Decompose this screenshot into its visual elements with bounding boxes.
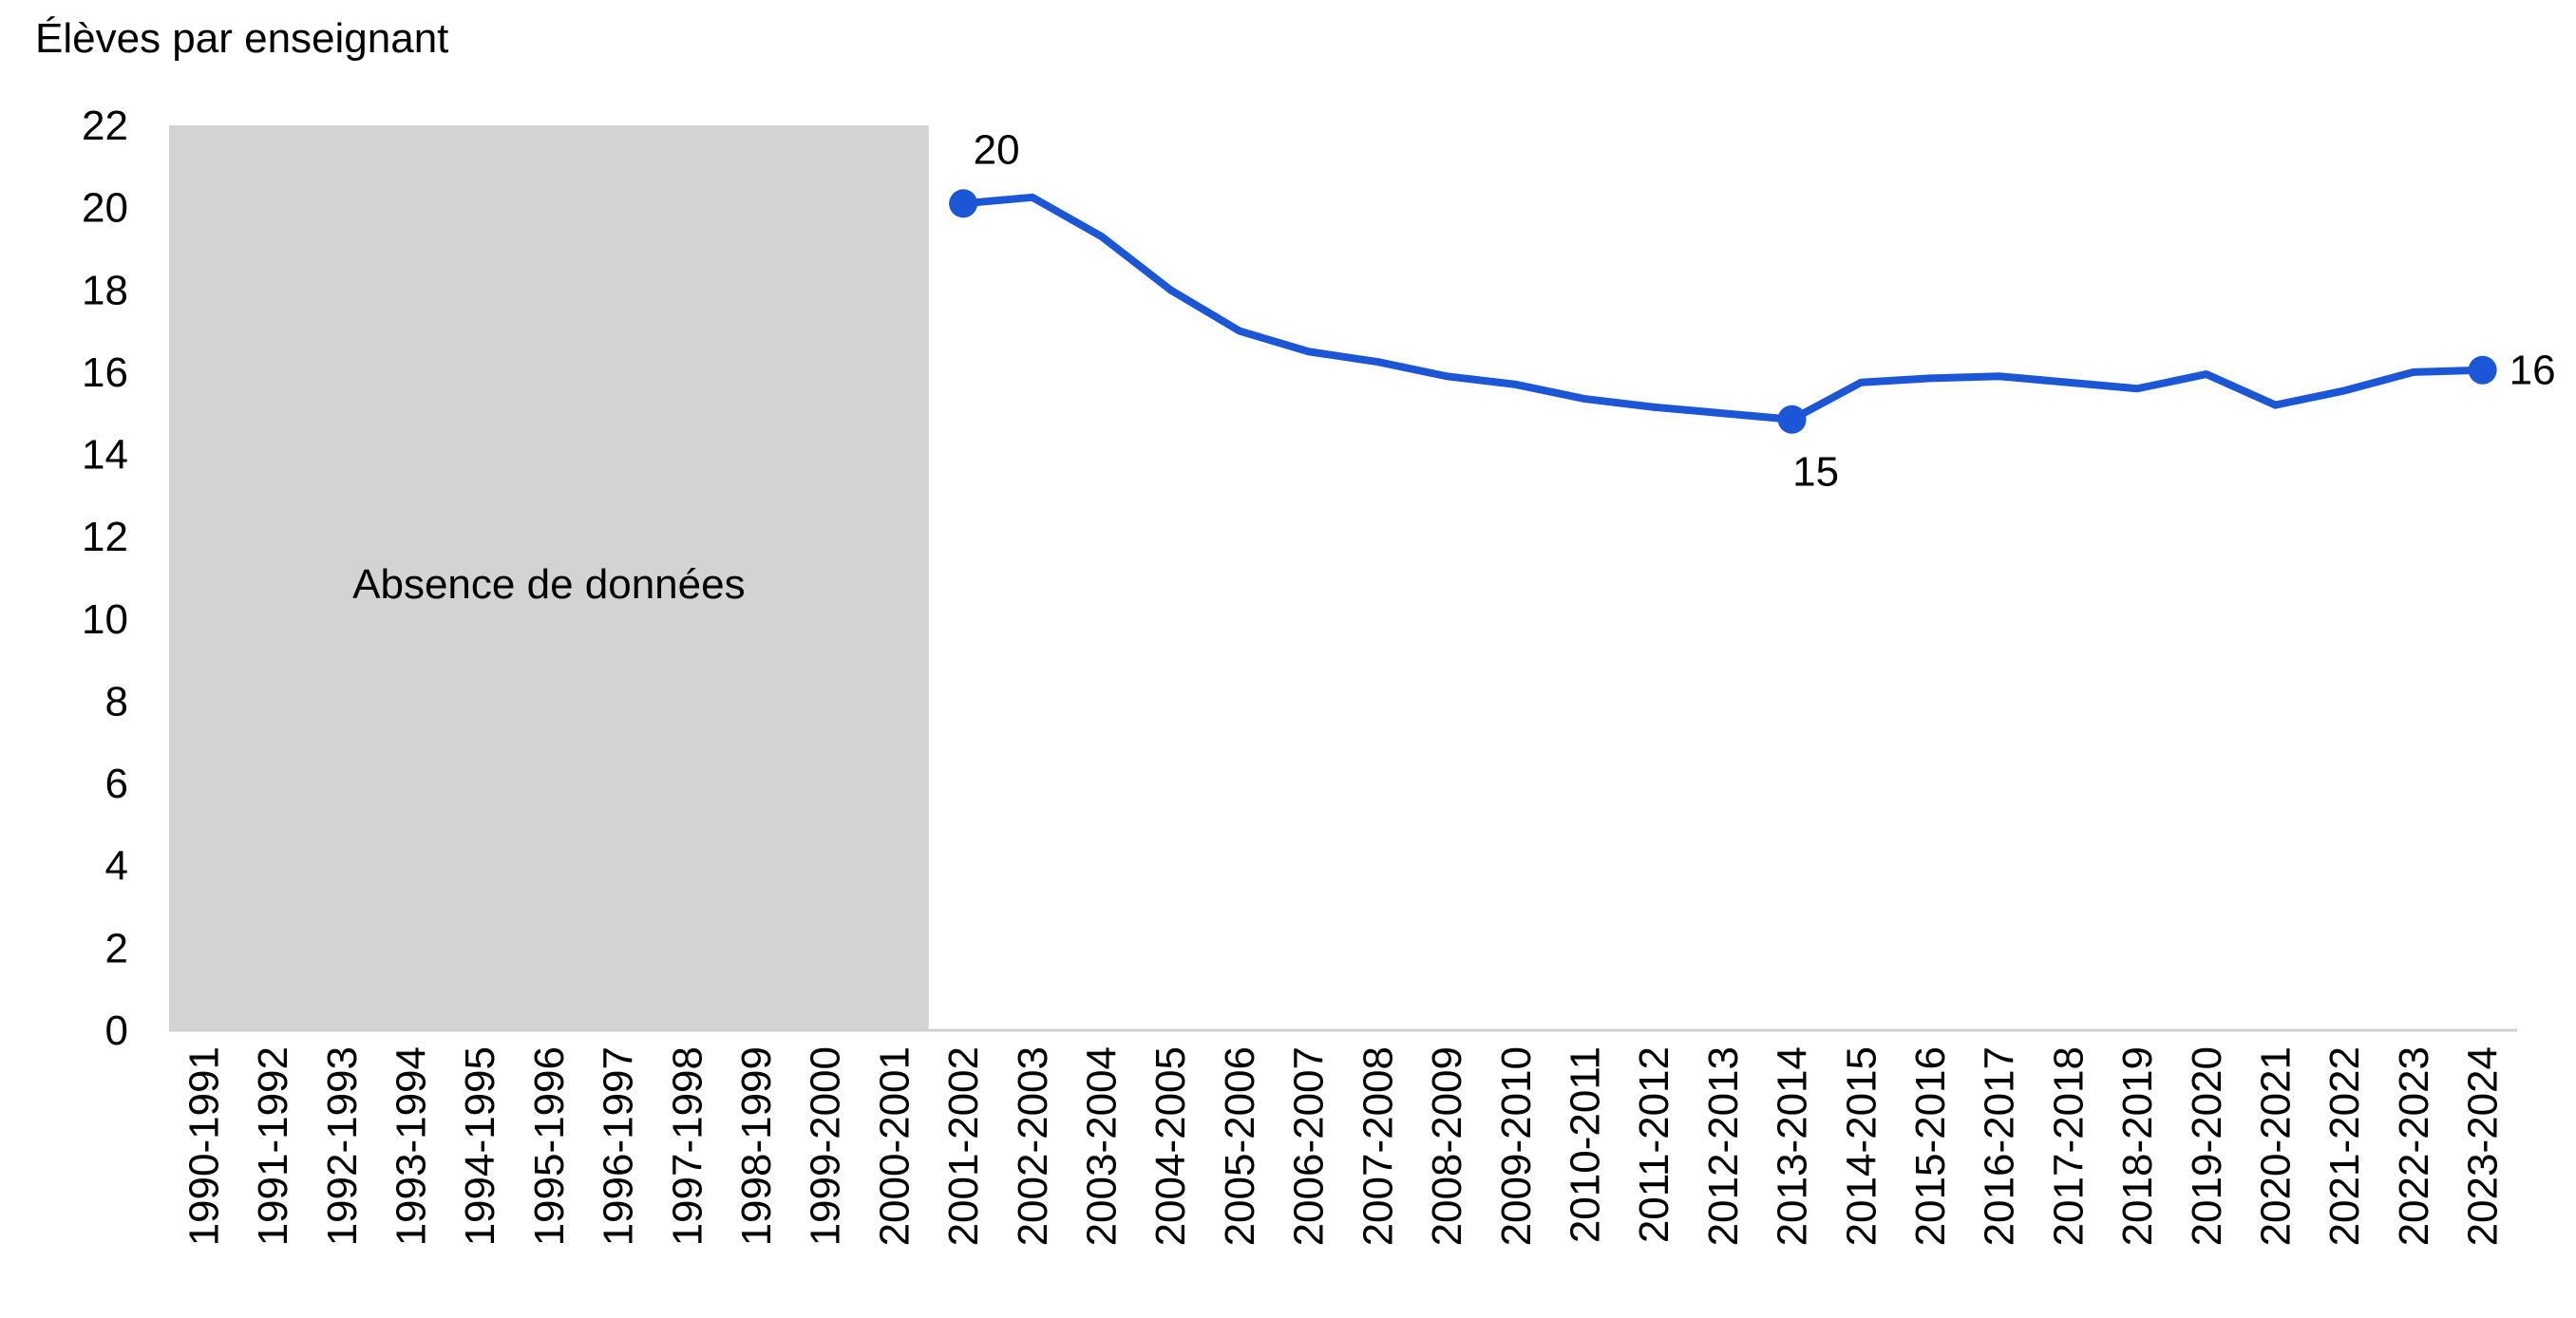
x-tick-label: 2012-2013: [1700, 1046, 1747, 1246]
data-point-marker: [949, 189, 978, 218]
y-tick-label: 0: [105, 1007, 128, 1054]
x-tick-label: 2015-2016: [1907, 1046, 1954, 1246]
x-tick-label: 1994-1995: [457, 1046, 503, 1246]
x-tick-label: 2004-2005: [1147, 1046, 1194, 1246]
x-tick-label: 2011-2012: [1631, 1046, 1677, 1243]
x-tick-label: 1997-1998: [664, 1046, 710, 1246]
x-tick-label: 2001-2002: [940, 1046, 987, 1246]
y-tick-label: 22: [82, 103, 128, 149]
y-tick-label: 18: [82, 267, 128, 313]
y-tick-label: 6: [105, 761, 128, 807]
x-tick-label: 2023-2024: [2460, 1046, 2507, 1246]
x-tick-label: 1995-1996: [526, 1046, 573, 1246]
x-tick-label: 2008-2009: [1424, 1046, 1470, 1246]
y-tick-label: 10: [82, 596, 128, 643]
x-tick-label: 1990-1991: [180, 1046, 227, 1246]
data-label: 20: [974, 126, 1020, 173]
y-tick-label: 14: [82, 432, 128, 479]
missing-data-label: Absence de données: [352, 561, 745, 608]
x-tick-label: 2019-2020: [2184, 1046, 2230, 1246]
x-tick-label: 2003-2004: [1079, 1046, 1126, 1246]
data-labels: 20 15 16: [949, 126, 2556, 496]
x-tick-label: 1998-1999: [733, 1046, 780, 1246]
x-tick-label: 2009-2010: [1493, 1046, 1540, 1246]
y-tick-label: 2: [105, 925, 128, 971]
y-tick-labels: 0 2 4 6 8 10 12 14 16 18 20 22: [82, 103, 128, 1054]
y-tick-label: 8: [105, 678, 128, 725]
x-tick-label: 1999-2000: [803, 1046, 849, 1246]
y-tick-label: 4: [105, 843, 128, 890]
x-tick-label: 1992-1993: [319, 1046, 366, 1246]
x-tick-label: 2021-2022: [2321, 1046, 2368, 1246]
x-tick-label: 2016-2017: [1977, 1046, 2023, 1246]
x-tick-label: 2018-2019: [2114, 1046, 2161, 1246]
x-tick-label: 2007-2008: [1354, 1046, 1401, 1246]
x-tick-label: 2005-2006: [1217, 1046, 1263, 1246]
x-tick-label: 2022-2023: [2391, 1046, 2437, 1246]
series-layer: [959, 193, 2487, 424]
y-axis-title: Élèves par enseignant: [35, 15, 448, 62]
y-tick-label: 20: [82, 185, 128, 232]
x-tick-label: 1996-1997: [596, 1046, 642, 1246]
data-point-marker: [2468, 355, 2497, 385]
x-tick-label: 1993-1994: [388, 1046, 434, 1246]
x-tick-label: 2006-2007: [1286, 1046, 1333, 1246]
x-tick-labels: 1990-1991 1991-1992 1992-1993 1993-1994 1994…: [180, 1046, 2506, 1246]
missing-data-region: [169, 125, 929, 1030]
x-tick-label: 2000-2001: [871, 1046, 918, 1246]
x-tick-label: 1991-1992: [250, 1046, 296, 1246]
series-line: [959, 193, 2487, 424]
x-tick-label: 2014-2015: [1838, 1046, 1885, 1246]
x-tick-label: 2017-2018: [2045, 1046, 2092, 1246]
x-tick-label: 2002-2003: [1010, 1046, 1056, 1246]
y-tick-label: 16: [82, 349, 128, 396]
x-tick-label: 2020-2021: [2253, 1046, 2300, 1246]
data-label: 15: [1792, 449, 1839, 496]
data-point-marker: [1777, 405, 1807, 434]
data-label: 16: [2510, 348, 2556, 394]
x-tick-label: 2013-2014: [1770, 1046, 1816, 1246]
x-tick-label: 2010-2011: [1562, 1046, 1608, 1243]
y-tick-label: 12: [82, 514, 128, 560]
